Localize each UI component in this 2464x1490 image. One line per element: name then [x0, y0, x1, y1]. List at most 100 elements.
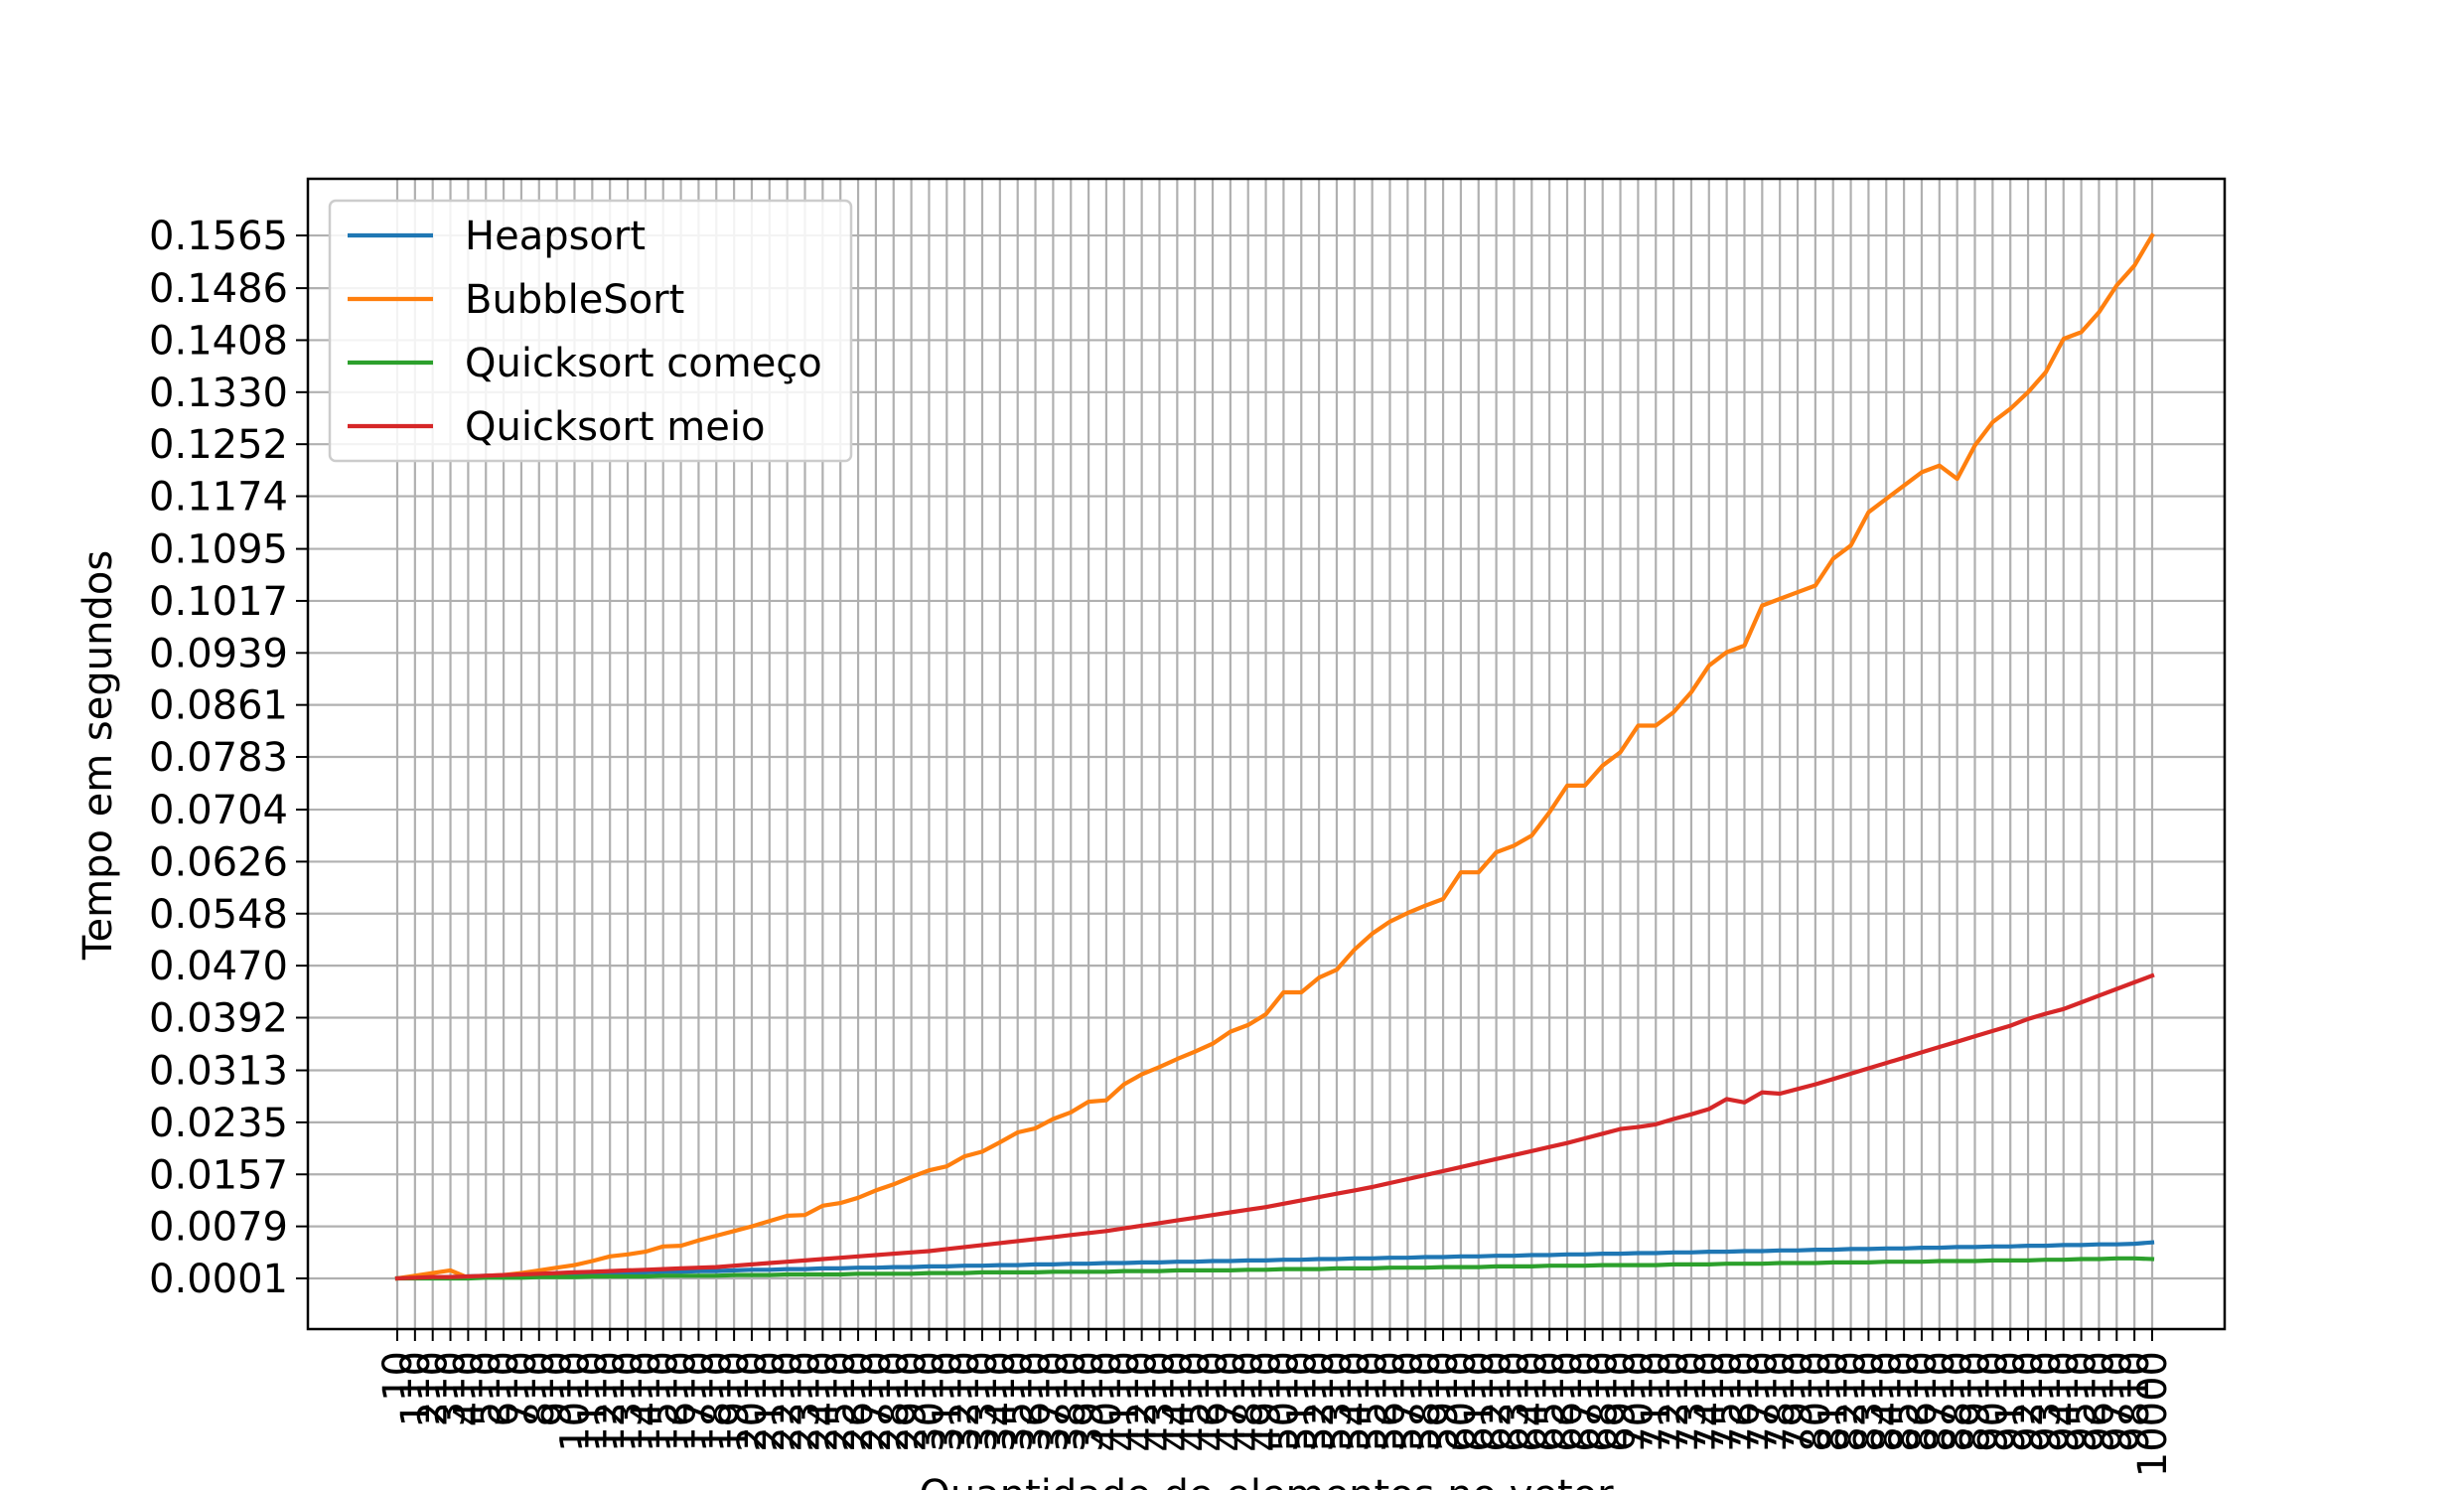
x-tick-label: 3610 [1014, 1351, 1060, 1452]
x-tick-label: 810 [517, 1351, 563, 1426]
x-tick-label: 7810 [1758, 1351, 1804, 1452]
legend-box [328, 199, 853, 463]
x-tick-label: 910 [535, 1351, 581, 1426]
x-tick-label: 3210 [942, 1351, 988, 1452]
x-tick-label: 7610 [1722, 1351, 1768, 1452]
x-tick-label: 6310 [1492, 1351, 1537, 1452]
x-tick-label: 1910 [712, 1351, 758, 1452]
x-tick-label: 1510 [642, 1351, 687, 1452]
x-tick-label: 1610 [659, 1351, 705, 1452]
grid [308, 179, 2225, 1329]
x-tick-label: 2710 [854, 1351, 900, 1452]
y-tick-label: 0.1252 [149, 422, 288, 468]
x-tick-label: 3110 [925, 1351, 970, 1452]
x-tick-label: 8010 [1794, 1351, 1839, 1452]
legend-label: Quicksort começo [465, 341, 822, 386]
x-tick-label: 7010 [1616, 1351, 1662, 1452]
y-tick-label: 0.0548 [149, 892, 288, 938]
y-axis-ticks: 0.0001 0.0079 0.0157 0.0235 0.0313 0.0392 0.04… [149, 214, 308, 1302]
series-line-3 [394, 972, 2155, 1281]
legend: Heapsort BubbleSort Quicksort começo Quicks… [328, 199, 853, 463]
x-tick-label: 4410 [1155, 1351, 1201, 1452]
series-line-2 [394, 1256, 2155, 1281]
legend-label: BubbleSort [465, 277, 684, 323]
x-tick-label: 2410 [800, 1351, 846, 1452]
x-tick-label: 2510 [818, 1351, 864, 1452]
x-tick-label: 8510 [1882, 1351, 1928, 1452]
x-tick-label: 4510 [1173, 1351, 1219, 1452]
x-tick-label: 1110 [570, 1351, 616, 1452]
y-tick-label: 0.0392 [149, 996, 288, 1042]
legend-label: Quicksort meio [465, 404, 765, 450]
y-tick-label: 0.1408 [149, 318, 288, 364]
x-tick-label: 5710 [1385, 1351, 1431, 1452]
x-tick-label: 6210 [1475, 1351, 1521, 1452]
x-axis-label: Quantidade de elementos no vetor [919, 1472, 1614, 1490]
y-tick-label: 0.0783 [149, 735, 288, 781]
x-tick-label: 8410 [1864, 1351, 1910, 1452]
y-tick-label: 0.1330 [149, 371, 288, 416]
y-tick-label: 0.0157 [149, 1152, 288, 1198]
x-tick-label: 2110 [748, 1351, 794, 1452]
x-tick-label: 9410 [2042, 1351, 2088, 1452]
x-tick-label: 7310 [1669, 1351, 1715, 1452]
y-tick-label: 0.0861 [149, 683, 288, 729]
x-tick-label: 8210 [1829, 1351, 1875, 1452]
x-tick-label: 3510 [996, 1351, 1042, 1452]
x-tick-label: 4310 [1137, 1351, 1183, 1452]
x-tick-label: 2010 [730, 1351, 776, 1452]
x-tick-label: 6410 [1510, 1351, 1555, 1452]
x-tick-label: 9510 [2060, 1351, 2105, 1452]
x-tick-label: 6010 [1439, 1351, 1485, 1452]
x-tick-label: 110 [393, 1351, 439, 1426]
x-tick-label: 9310 [2024, 1351, 2070, 1452]
x-tick-label: 4810 [1227, 1351, 1272, 1452]
series-line-0 [394, 1240, 2155, 1281]
x-tick-label: 9110 [1988, 1351, 2034, 1452]
x-tick-label: 6710 [1563, 1351, 1609, 1452]
x-tick-label: 6810 [1581, 1351, 1627, 1452]
x-tick-label: 3410 [978, 1351, 1024, 1452]
y-tick-label: 0.1017 [149, 579, 288, 625]
x-tick-label: 5010 [1261, 1351, 1307, 1452]
x-axis-ticks: 1011021031041051061071081091010101110121… [375, 1329, 2176, 1477]
x-tick-label: 6610 [1545, 1351, 1591, 1452]
x-tick-label: 8810 [1936, 1351, 1981, 1452]
x-tick-label: 8310 [1846, 1351, 1892, 1452]
x-tick-label: 5910 [1421, 1351, 1467, 1452]
y-tick-label: 0.1174 [149, 475, 288, 521]
x-tick-label: 8710 [1918, 1351, 1963, 1452]
x-tick-label: 7910 [1776, 1351, 1821, 1452]
y-tick-label: 0.0704 [149, 788, 288, 833]
x-tick-label: 10 [375, 1351, 421, 1402]
x-tick-label: 2310 [784, 1351, 829, 1452]
x-tick-label: 3810 [1049, 1351, 1094, 1452]
x-tick-label: 9210 [2006, 1351, 2052, 1452]
x-tick-label: 610 [482, 1351, 527, 1426]
x-tick-label: 310 [429, 1351, 475, 1426]
x-tick-label: 4910 [1244, 1351, 1290, 1452]
x-tick-label: 6910 [1599, 1351, 1645, 1452]
x-tick-label: 4210 [1120, 1351, 1166, 1452]
x-tick-label: 3710 [1031, 1351, 1077, 1452]
x-tick-label: 3910 [1067, 1351, 1112, 1452]
x-tick-label: 7710 [1740, 1351, 1786, 1452]
x-tick-label: 5510 [1351, 1351, 1396, 1452]
y-tick-label: 0.0470 [149, 944, 288, 989]
x-tick-label: 8110 [1812, 1351, 1857, 1452]
x-tick-label: 4110 [1102, 1351, 1148, 1452]
x-tick-label: 6110 [1457, 1351, 1503, 1452]
x-tick-label: 5810 [1403, 1351, 1449, 1452]
x-tick-label: 1410 [624, 1351, 669, 1452]
y-tick-label: 0.0079 [149, 1205, 288, 1251]
y-tick-label: 0.0235 [149, 1101, 288, 1146]
x-tick-label: 4010 [1085, 1351, 1130, 1452]
x-tick-label: 5210 [1297, 1351, 1343, 1452]
y-tick-label: 0.0313 [149, 1049, 288, 1095]
x-tick-label: 210 [411, 1351, 457, 1426]
x-tick-label: 7410 [1687, 1351, 1733, 1452]
x-tick-label: 3310 [960, 1351, 1006, 1452]
y-tick-label: 0.0939 [149, 631, 288, 676]
x-tick-label: 10000 [2130, 1351, 2176, 1477]
